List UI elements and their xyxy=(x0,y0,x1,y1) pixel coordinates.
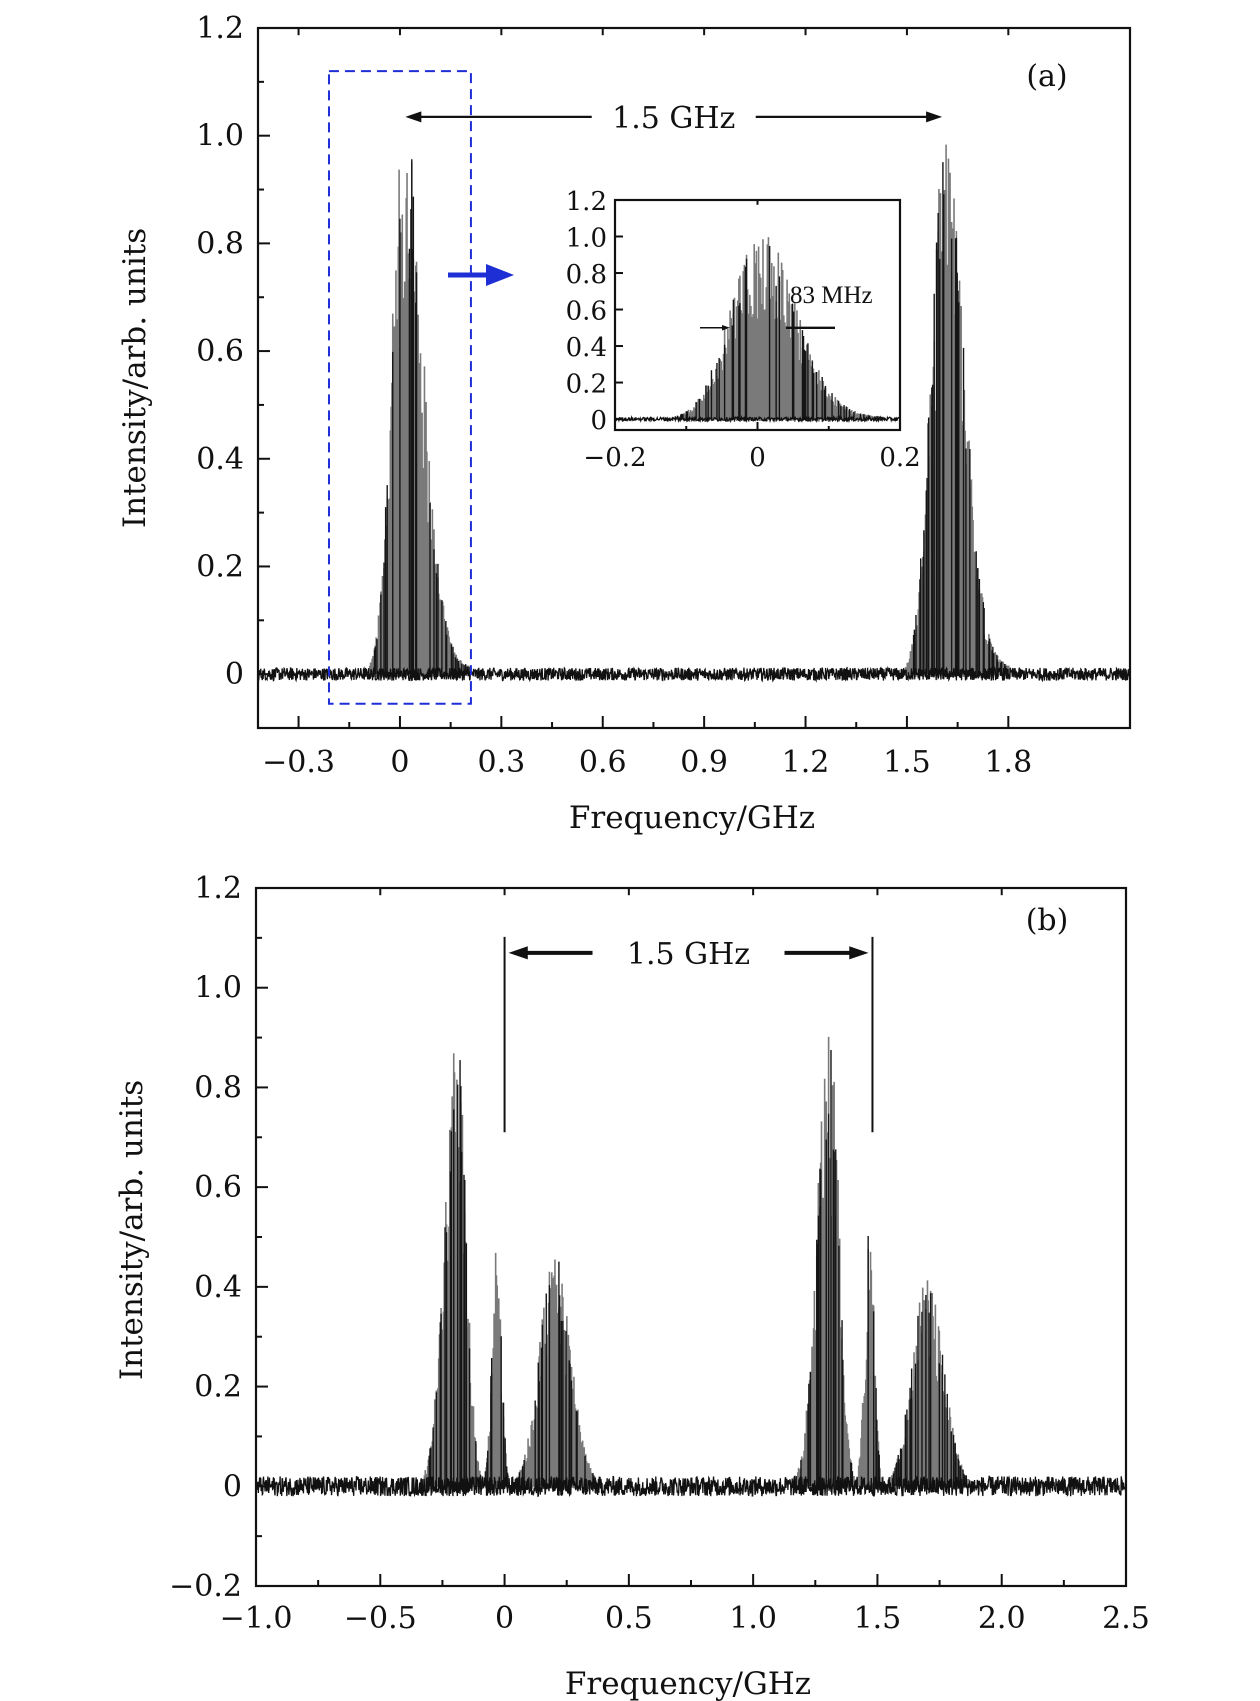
x-tick-label: 0.3 xyxy=(477,745,525,780)
y-tick-label: 0.4 xyxy=(194,1270,242,1305)
y-tick-label: 0.8 xyxy=(194,1070,242,1105)
y-tick-label: 0 xyxy=(225,657,244,692)
panel-a-axes-ticks: −0.3 0 0.3 0.6 0.9 1.2 1.5 1.8 0 0.2 0.4 0.6 0.8 1.0 1… xyxy=(196,11,1032,780)
inset-trace xyxy=(615,237,900,424)
panel-a-inset: 83 MHz −0.2 0 0.2 0 0.2 0.4 0.6 0.8 1.0 1.2 xyxy=(566,187,921,473)
x-tick-label: −0.3 xyxy=(262,745,335,780)
x-tick-label: −0.5 xyxy=(344,1601,417,1636)
panel-a-label: (a) xyxy=(1026,59,1067,94)
y-tick-label: 0.6 xyxy=(196,334,244,369)
x-tick-label: 2.5 xyxy=(1102,1601,1150,1636)
y-tick-label: 0.6 xyxy=(194,1170,242,1205)
panel-b-y-axis-title: Intensity/arb. units xyxy=(114,1080,150,1380)
fwhm-label: 83 MHz xyxy=(790,282,873,309)
spacing-arrowhead-right xyxy=(849,946,869,960)
x-tick-label: −1.0 xyxy=(220,1601,293,1636)
y-tick-label: 0.2 xyxy=(196,549,244,584)
y-tick-label: 1.0 xyxy=(566,224,607,254)
spacing-label: 1.5 GHz xyxy=(627,937,750,972)
y-tick-label: 0.6 xyxy=(566,297,607,327)
x-tick-label: 1.0 xyxy=(729,1601,777,1636)
spacing-label: 1.5 GHz xyxy=(612,101,735,136)
x-tick-label: 1.8 xyxy=(984,745,1032,780)
panel-b-spacing-annotation: 1.5 GHz xyxy=(503,936,874,1133)
x-tick-label: 1.5 xyxy=(883,745,931,780)
x-tick-label: 0 xyxy=(390,745,409,780)
inset-plot-frame xyxy=(613,198,902,432)
spacing-arrowhead-left xyxy=(508,946,528,960)
x-tick-label: 0.2 xyxy=(879,443,920,473)
y-tick-label: 0.8 xyxy=(566,260,607,290)
panel-b-x-axis-title: Frequency/GHz xyxy=(565,1666,811,1701)
inset-axes-ticks: −0.2 0 0.2 0 0.2 0.4 0.6 0.8 1.0 1.2 xyxy=(566,187,921,473)
panel-a-x-axis-title: Frequency/GHz xyxy=(569,800,815,836)
x-tick-label: 0.5 xyxy=(605,1601,653,1636)
y-tick-label: 0.4 xyxy=(196,442,244,477)
x-tick-label: 2.0 xyxy=(978,1601,1026,1636)
panel-a-trace xyxy=(258,144,1130,683)
x-tick-label: −0.2 xyxy=(583,443,646,473)
y-tick-label: 0.4 xyxy=(566,333,607,363)
y-tick-label: 1.0 xyxy=(196,119,244,154)
panel-a-plot-frame xyxy=(256,26,1132,730)
panel-b-spectrum xyxy=(256,1036,1126,1498)
panel-a-spectrum xyxy=(258,144,1130,683)
panel-b-trace xyxy=(256,1036,1126,1498)
panel-a-y-axis-title: Intensity/arb. units xyxy=(117,228,153,528)
panel-b-plot-frame xyxy=(254,886,1128,1588)
y-tick-label: 0 xyxy=(223,1469,242,1504)
panel-b-label: (b) xyxy=(1026,903,1069,938)
x-tick-label: 0 xyxy=(495,1601,514,1636)
y-tick-label: 0.2 xyxy=(194,1370,242,1405)
panel-b: 1.5 GHz −1.0 −0.5 0 0.5 1.0 1.5 2.0 2.5 −0.2 0 0.2… xyxy=(114,871,1150,1701)
y-tick-label: 0 xyxy=(590,406,607,436)
spacing-arrowhead-right xyxy=(926,111,943,123)
y-tick-label: −0.2 xyxy=(169,1569,242,1604)
x-tick-label: 0.9 xyxy=(680,745,728,780)
y-tick-label: 1.2 xyxy=(566,187,607,217)
panel-a-zoom-box xyxy=(327,70,472,705)
fwhm-arrowhead-left xyxy=(722,325,730,331)
x-tick-label: 0.6 xyxy=(579,745,627,780)
panel-a-zoom-arrow xyxy=(448,264,514,286)
panel-a: 1.5 GHz −0.3 0 0.3 0.6 0.9 1.2 1.5 1.8 0 0.2 0.4 0.… xyxy=(117,11,1132,836)
spacing-arrowhead-left xyxy=(405,111,422,123)
inset-spectrum xyxy=(615,237,900,424)
x-tick-label: 1.2 xyxy=(782,745,830,780)
y-tick-label: 0.2 xyxy=(566,370,607,400)
inset-fwhm-annotation: 83 MHz xyxy=(700,282,873,331)
y-tick-label: 1.2 xyxy=(196,11,244,46)
y-tick-label: 1.2 xyxy=(194,871,242,906)
panel-a-spacing-annotation: 1.5 GHz xyxy=(405,101,943,136)
y-tick-label: 0.8 xyxy=(196,226,244,261)
y-tick-label: 1.0 xyxy=(194,971,242,1006)
panel-b-axes-ticks: −1.0 −0.5 0 0.5 1.0 1.5 2.0 2.5 −0.2 0 0.2 0.4 0.6 0.… xyxy=(169,871,1150,1636)
x-tick-label: 1.5 xyxy=(854,1601,902,1636)
x-tick-label: 0 xyxy=(749,443,766,473)
